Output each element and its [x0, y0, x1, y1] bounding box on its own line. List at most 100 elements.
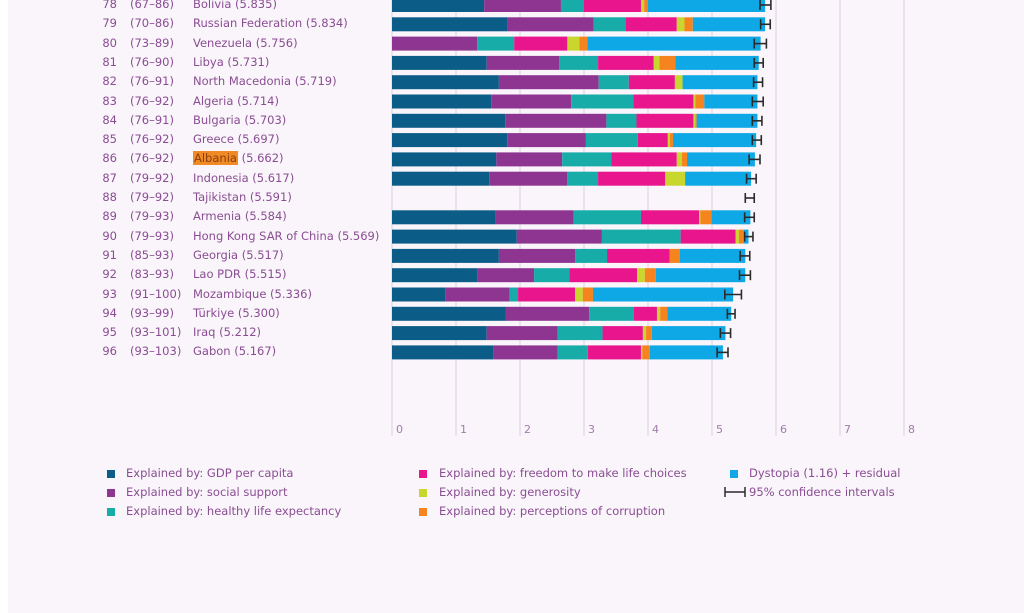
bar-segment-social-support	[392, 36, 478, 51]
country-score: (5.697)	[233, 132, 280, 147]
x-tick-label: 4	[652, 423, 659, 436]
bar-segment-gdp-per-capita	[392, 248, 499, 263]
rank-range-label: (76–90)	[130, 54, 174, 69]
bar-segment-generosity	[567, 36, 580, 51]
bar-segment-dystopia-residual	[648, 0, 766, 12]
rank-label: 95	[102, 325, 117, 340]
rank-range-label: (93–103)	[130, 344, 182, 359]
country-label: Georgia (5.517)	[193, 248, 284, 262]
bar-segment-social-support	[496, 152, 563, 167]
legend-label-generosity: Explained by: generosity	[439, 485, 581, 499]
bar-segment-generosity	[674, 75, 683, 90]
rank-range-label: (79–92)	[130, 170, 174, 185]
x-tick-label: 2	[524, 423, 531, 436]
rank-range-label: (76–91)	[130, 112, 174, 127]
rank-label: 80	[102, 35, 117, 50]
legend-swatch-social-support	[107, 489, 115, 497]
bar-segment-healthy-life-expectancy	[575, 248, 608, 263]
legend-label-freedom: Explained by: freedom to make life choic…	[439, 466, 687, 480]
bar-segment-social-support	[486, 55, 560, 70]
x-tick-label: 8	[908, 423, 915, 436]
bar-segment-dystopia-residual	[682, 75, 758, 90]
bar-segment-social-support	[507, 17, 594, 32]
rank-label: 88	[102, 190, 117, 204]
bar-segment-freedom-to-make-life-choices	[625, 17, 677, 32]
bar-segment-gdp-per-capita	[392, 210, 496, 225]
country-name: Gabon	[193, 344, 231, 359]
bar-segment-perceptions-of-corruption	[700, 210, 712, 225]
bar-segment-generosity	[699, 210, 701, 225]
bar-segment-healthy-life-expectancy	[606, 113, 637, 128]
country-label: Albania (5.662)	[193, 151, 284, 166]
bar-segment-generosity	[676, 17, 685, 32]
bar-segment-social-support	[516, 229, 602, 244]
bar-segment-healthy-life-expectancy	[534, 268, 570, 283]
country-name: Venezuela	[193, 35, 253, 50]
bar-segment-perceptions-of-corruption	[669, 248, 680, 263]
country-score: (5.662)	[237, 151, 284, 166]
rank-range-label: (79–93)	[130, 228, 174, 243]
bar-segment-generosity	[637, 268, 645, 283]
country-label: Gabon (5.167)	[193, 344, 276, 358]
country-label: Libya (5.731)	[193, 55, 269, 69]
bar-segment-healthy-life-expectancy	[557, 326, 603, 341]
confidence-interval	[748, 154, 761, 165]
bar-segment-perceptions-of-corruption	[660, 306, 668, 321]
country-name: Libya	[193, 54, 224, 69]
bar-segment-perceptions-of-corruption	[684, 17, 693, 32]
rank-range-label: (79–92)	[130, 190, 174, 204]
bar-segment-perceptions-of-corruption	[669, 133, 673, 148]
bar-segment-freedom-to-make-life-choices	[607, 248, 670, 263]
bar-segment-generosity	[693, 113, 696, 128]
confidence-interval	[726, 308, 736, 319]
bar-segment-dystopia-residual	[667, 306, 732, 321]
rank-label: 83	[102, 93, 117, 108]
country-label: Venezuela (5.756)	[193, 36, 298, 50]
bar-segment-healthy-life-expectancy	[560, 0, 584, 12]
x-tick-label: 0	[396, 423, 403, 436]
country-label: Armenia (5.584)	[193, 209, 287, 223]
bar-segment-social-support	[498, 75, 599, 90]
bar-segment-gdp-per-capita	[392, 113, 506, 128]
country-score: (5.835)	[231, 0, 277, 11]
bar-segment-perceptions-of-corruption	[681, 152, 688, 167]
rank-range-label: (85–93)	[130, 247, 174, 262]
bar-segment-freedom-to-make-life-choices	[598, 55, 654, 70]
rank-label: 90	[102, 228, 117, 243]
bar-segment-dystopia-residual	[651, 326, 726, 341]
bar-segment-dystopia-residual	[680, 248, 746, 263]
rank-range-label: (73–89)	[130, 35, 174, 50]
country-score: (5.300)	[234, 305, 280, 320]
bar-segment-healthy-life-expectancy	[585, 133, 638, 148]
bar-segment-perceptions-of-corruption	[695, 113, 697, 128]
bar-segment-dystopia-residual	[711, 210, 751, 225]
country-label: Lao PDR (5.515)	[193, 267, 287, 281]
chart-panel: 78 (67–86) Bolivia (5.835) 79 (70–86) Russian…	[8, 0, 1024, 613]
country-score: (5.719)	[291, 74, 337, 89]
bar-segment-dystopia-residual	[587, 36, 761, 51]
bar-segment-generosity	[667, 133, 670, 148]
bar-segment-healthy-life-expectancy	[593, 17, 626, 32]
confidence-interval	[759, 19, 772, 30]
bar-segment-gdp-per-capita	[392, 133, 508, 148]
rank-range-label: (76–92)	[130, 151, 174, 166]
country-name: Armenia	[193, 209, 242, 224]
country-score: (5.212)	[215, 325, 262, 340]
confidence-interval	[723, 289, 743, 300]
bar-segment-freedom-to-make-life-choices	[598, 171, 666, 186]
country-score: (5.515)	[240, 267, 287, 282]
country-label: Bolivia (5.835)	[193, 0, 277, 11]
country-label: Iraq (5.212)	[193, 325, 261, 339]
country-score: (5.517)	[238, 247, 284, 262]
country-score: (5.834)	[302, 16, 348, 31]
bar-segment-perceptions-of-corruption	[579, 36, 588, 51]
bar-segment-perceptions-of-corruption	[695, 94, 705, 109]
rank-label: 87	[102, 170, 117, 185]
legend-swatch-gdp	[107, 470, 115, 478]
bar-segment-freedom-to-make-life-choices	[611, 152, 677, 167]
bar-segment-dystopia-residual	[692, 17, 766, 32]
bar-segment-dystopia-residual	[672, 133, 757, 148]
rank-range-label: (91–100)	[130, 286, 182, 301]
country-label: Mozambique (5.336)	[193, 287, 312, 301]
bar-segment-freedom-to-make-life-choices	[633, 94, 694, 109]
